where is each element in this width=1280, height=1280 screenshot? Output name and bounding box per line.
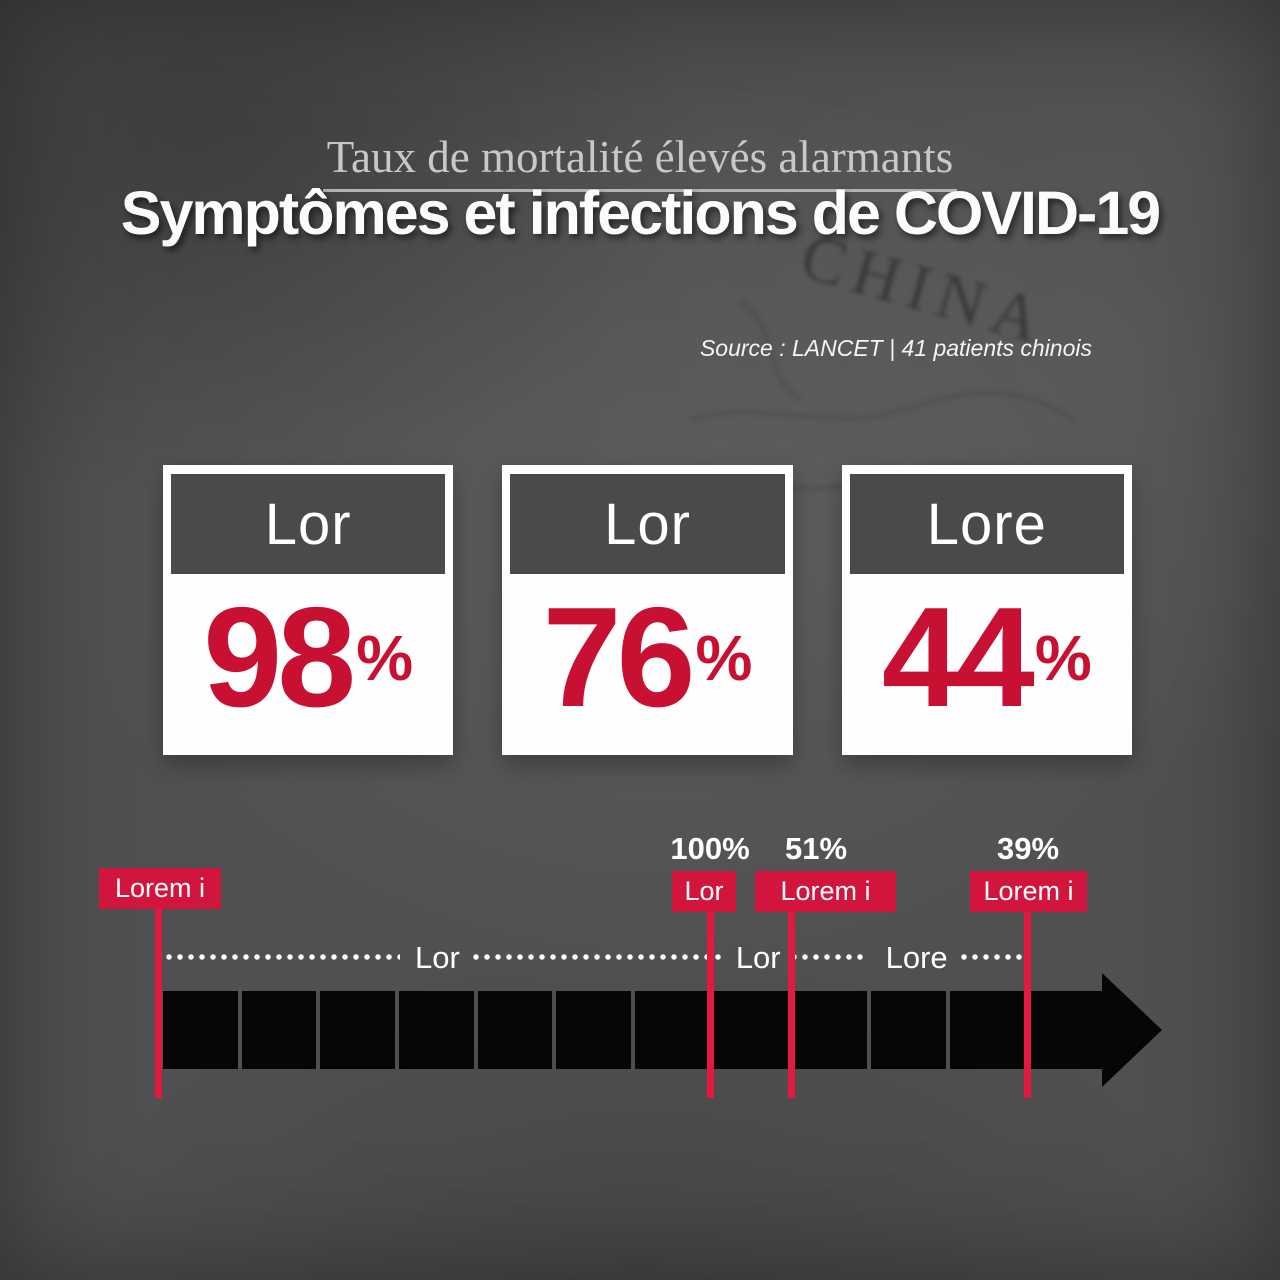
arrow-segment <box>792 991 868 1069</box>
percent-symbol: % <box>356 621 414 694</box>
stat-card-value: 76 % <box>502 574 792 755</box>
timeline-arrow-bar <box>163 991 1104 1069</box>
arrow-segment <box>556 991 632 1069</box>
timeline-marker-line <box>707 911 714 1098</box>
percent-symbol: % <box>695 621 753 694</box>
stat-card: Lor 98 % <box>163 465 454 755</box>
stat-card-value: 98 % <box>163 574 453 755</box>
stat-card: Lore 44 % <box>841 465 1132 755</box>
arrow-segment <box>871 991 946 1069</box>
stat-cards: Lor 98 % Lor 76 % Lore 44 % <box>163 465 1132 755</box>
timeline-percent-label: 39% <box>996 831 1060 866</box>
subtitle-text: Taux de mortalité élevés alarmants <box>322 132 958 192</box>
stat-card: Lor 76 % <box>502 465 793 755</box>
stat-card-label: Lor <box>604 491 691 557</box>
percent-symbol: % <box>1034 621 1092 694</box>
stat-card-label: Lor <box>264 491 352 557</box>
arrow-segment <box>713 991 789 1069</box>
timeline-percent-label: 51% <box>784 831 848 866</box>
timeline-badge: Lorem i <box>99 868 221 909</box>
leader-dots <box>472 954 726 960</box>
timeline-badge: Lorem i <box>755 871 896 912</box>
arrow-segment <box>477 991 553 1069</box>
arrow-segment <box>635 991 710 1069</box>
stat-value: 44 <box>881 577 1035 737</box>
stat-card-header: Lor <box>510 474 785 574</box>
arrow-segment <box>949 991 1025 1069</box>
timeline-percent-label: 100% <box>670 831 750 866</box>
leader-dots <box>960 954 1028 960</box>
stat-value: 76 <box>542 577 696 737</box>
stat-card-header: Lore <box>849 474 1124 574</box>
timeline-badge: Lor <box>672 871 736 912</box>
leader-label: Lore <box>885 939 948 975</box>
timeline-marker-line <box>155 908 162 1098</box>
source-caption: Source : LANCET | 41 patients chinois <box>699 335 1092 361</box>
arrow-segment <box>399 991 474 1069</box>
arrow-head <box>1102 973 1162 1087</box>
stat-card-value: 44 % <box>842 574 1132 755</box>
stat-card-label: Lore <box>926 491 1047 557</box>
arrow-segment <box>1028 991 1104 1069</box>
leader-label: Lor <box>415 939 460 975</box>
timeline-leader: Lor Lor Lore <box>166 939 1028 975</box>
stat-card-header: Lor <box>171 474 446 574</box>
leader-dots <box>790 954 868 960</box>
timeline-marker-line <box>788 911 795 1098</box>
stat-value: 98 <box>203 577 356 737</box>
arrow-segment <box>241 991 317 1069</box>
page-title: Symptômes et infections de COVID-19 <box>120 179 1161 247</box>
timeline-marker-line <box>1024 911 1031 1098</box>
leader-label: Lor <box>735 939 781 975</box>
timeline-badge: Lorem i <box>970 871 1087 912</box>
leader-dots <box>166 954 400 960</box>
arrow-segment <box>320 991 396 1069</box>
arrow-segment <box>163 991 238 1069</box>
subtitle: Taux de mortalité élevés alarmants <box>0 131 1280 192</box>
